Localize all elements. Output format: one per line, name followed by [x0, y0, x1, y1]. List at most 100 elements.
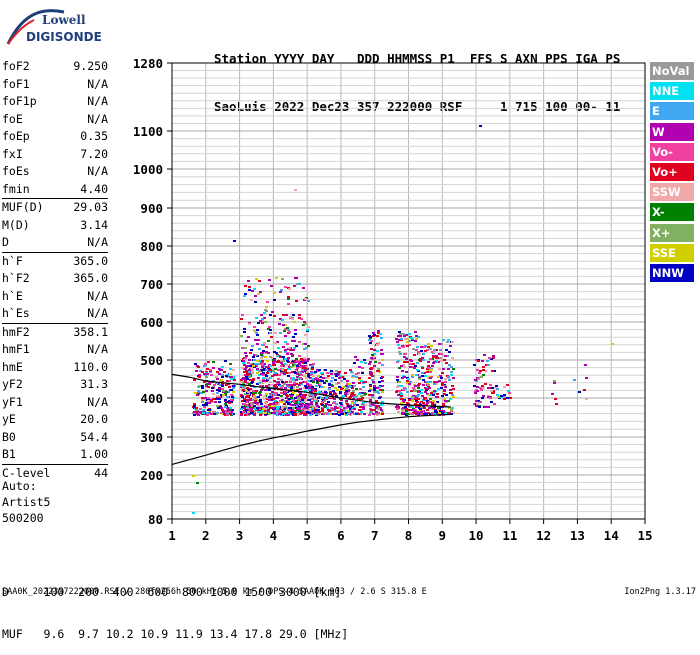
echo-point: [406, 382, 409, 384]
echo-point: [245, 370, 248, 372]
echo-point: [369, 403, 372, 405]
y-tick-label: 700: [140, 277, 163, 292]
echo-point: [370, 357, 373, 359]
echo-point: [416, 369, 419, 371]
echo-point: [323, 403, 326, 405]
x-tick-label: 2: [202, 528, 210, 543]
echo-point: [282, 356, 285, 358]
isolated-echo-point: [192, 512, 195, 514]
echo-point: [419, 408, 422, 410]
echo-point: [324, 369, 327, 371]
echo-point: [416, 362, 419, 364]
echo-point: [377, 405, 380, 407]
echo-point: [376, 391, 379, 393]
echo-point: [298, 283, 301, 285]
echo-point: [205, 402, 208, 404]
echo-point: [259, 401, 262, 403]
echo-point: [284, 335, 287, 337]
echo-point: [203, 381, 206, 383]
echo-point: [275, 403, 278, 405]
echo-point: [327, 375, 330, 377]
echo-point: [267, 407, 270, 409]
echo-point: [421, 395, 424, 397]
echo-point: [506, 384, 509, 386]
echo-point: [255, 354, 258, 356]
parameter-table: foF2 9.250 foF1 N/A foF1p N/A foE N/A foEp 0.35 fx…: [2, 58, 108, 482]
echo-point: [214, 401, 217, 403]
echo-point: [242, 411, 245, 413]
echo-point: [203, 406, 206, 408]
echo-point: [492, 357, 495, 359]
echo-point: [406, 345, 409, 347]
echo-point: [289, 349, 292, 351]
echo-point: [224, 411, 227, 413]
echo-point: [369, 405, 372, 407]
echo-point: [318, 369, 321, 371]
param-value: 54.4: [80, 429, 108, 444]
echo-point: [220, 394, 223, 396]
echo-point: [274, 332, 277, 334]
echo-point: [241, 314, 244, 316]
echo-point: [400, 398, 403, 400]
echo-point: [303, 387, 306, 389]
echo-point: [224, 393, 227, 395]
echo-point: [339, 398, 342, 400]
echo-point: [345, 412, 348, 414]
echo-point: [225, 384, 228, 386]
echo-point: [409, 366, 412, 368]
echo-point: [242, 386, 245, 388]
echo-point: [378, 362, 381, 364]
echo-point: [269, 381, 272, 383]
echo-point: [417, 387, 420, 389]
echo-point: [403, 356, 406, 358]
echo-point: [396, 390, 399, 392]
echo-point: [406, 380, 409, 382]
virtual-height-trace-curve: [171, 373, 451, 408]
echo-point: [253, 330, 256, 332]
logo-line1: Lowell: [42, 13, 86, 27]
echo-point: [369, 373, 372, 375]
echo-point: [305, 377, 308, 379]
echo-point: [304, 400, 307, 402]
echo-point: [298, 317, 301, 319]
echo-point: [272, 398, 275, 400]
echo-point: [308, 389, 311, 391]
echo-point: [350, 394, 353, 396]
echo-point: [426, 400, 429, 402]
legend-item: X-: [650, 203, 694, 222]
echo-point: [364, 393, 367, 395]
echo-point: [229, 363, 232, 365]
echo-point: [303, 348, 306, 350]
echo-point: [253, 359, 256, 361]
echo-point: [418, 383, 421, 385]
echo-point: [304, 362, 307, 364]
echo-point: [276, 397, 279, 399]
echo-point: [395, 338, 398, 340]
echo-point: [301, 359, 304, 361]
echo-point: [292, 314, 295, 316]
echo-point: [215, 382, 218, 384]
echo-point: [330, 373, 333, 375]
echo-point: [205, 404, 208, 406]
echo-point: [219, 384, 222, 386]
echo-point: [481, 385, 484, 387]
echo-point: [262, 374, 265, 376]
echo-point: [371, 403, 374, 405]
echo-point: [314, 390, 317, 392]
echo-point: [281, 407, 284, 409]
echo-point: [312, 381, 315, 383]
echo-point: [408, 333, 411, 335]
echo-point: [263, 342, 266, 344]
echo-point: [438, 368, 441, 370]
echo-point: [290, 353, 293, 355]
echo-point: [437, 409, 440, 411]
echo-point: [298, 355, 301, 357]
echo-point: [335, 375, 338, 377]
echo-point: [492, 390, 495, 392]
echo-point: [265, 404, 268, 406]
auto-code: 500200: [2, 511, 44, 525]
param-value: N/A: [87, 76, 108, 91]
echo-point: [473, 403, 476, 405]
echo-point: [360, 380, 363, 382]
param-value: 110.0: [73, 359, 108, 374]
